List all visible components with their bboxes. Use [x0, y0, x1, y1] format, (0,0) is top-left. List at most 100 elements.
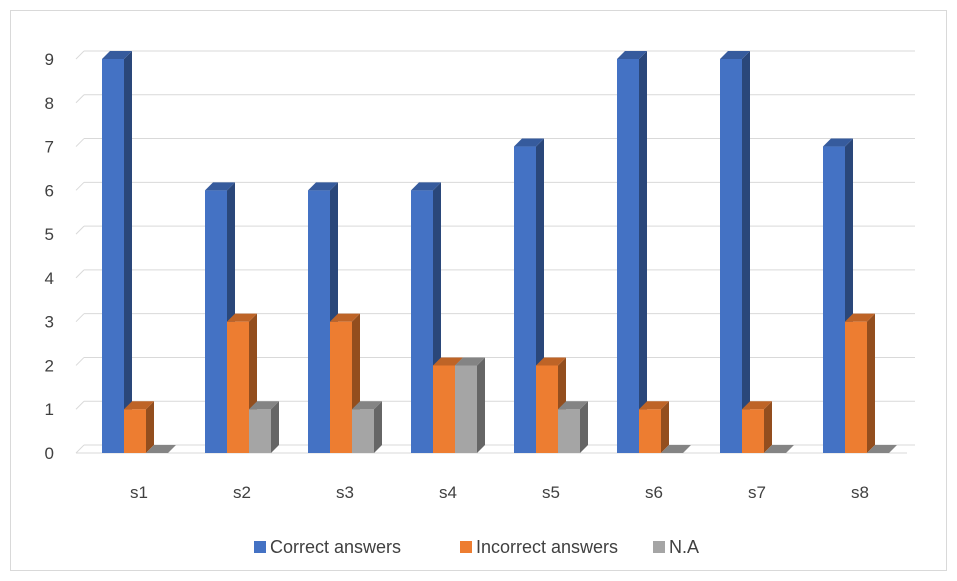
bar-front	[845, 321, 867, 453]
bar-front	[308, 190, 330, 454]
gridline-diagonal-4	[75, 269, 85, 279]
bar-top	[639, 401, 669, 410]
bar-s7-n-a	[764, 445, 794, 453]
bar-side	[661, 401, 669, 453]
bar-s6-incorrect-answers	[639, 401, 669, 453]
bar-top	[205, 182, 235, 191]
bar-s6-correct-answers	[617, 51, 647, 453]
bar-side	[124, 51, 132, 453]
bar-front	[823, 146, 845, 454]
bar-top	[514, 138, 544, 147]
bar-side	[742, 51, 750, 453]
y-tick-label-2: 2	[45, 356, 54, 375]
bar-top	[742, 401, 772, 410]
bar-s2-n-a	[249, 401, 279, 453]
bar-top	[433, 357, 463, 366]
legend-label-0: Correct answers	[270, 537, 401, 557]
bar-top	[352, 401, 382, 410]
bar-front	[455, 365, 477, 453]
bar-s1-correct-answers	[102, 51, 132, 453]
bar-side	[477, 357, 485, 453]
x-tick-label-s5: s5	[542, 483, 560, 502]
gridline-diagonal-7	[75, 138, 85, 147]
bar-front	[227, 321, 249, 453]
bar-top	[308, 182, 338, 191]
gridline-diagonal-3	[75, 313, 85, 323]
bar-top	[823, 138, 853, 147]
bar-s8-incorrect-answers	[845, 313, 875, 453]
x-tick-label-s2: s2	[233, 483, 251, 502]
bar-s4-n-a	[455, 357, 485, 453]
gridline-diagonal-8	[75, 94, 85, 104]
y-tick-label-9: 9	[45, 50, 54, 69]
bar-front	[617, 59, 639, 453]
bar-s5-n-a	[558, 401, 588, 453]
bar-top	[845, 313, 875, 322]
legend-label-2: N.A	[669, 537, 699, 557]
bar-front	[536, 365, 558, 453]
y-tick-label-8: 8	[45, 94, 54, 113]
y-tick-label-6: 6	[45, 181, 54, 200]
bar-top	[124, 401, 154, 410]
bar-front	[639, 409, 661, 453]
bar-side	[146, 401, 154, 453]
bar-front	[558, 409, 580, 453]
gridline-diagonal-9	[75, 50, 85, 60]
gridline-diagonal-0	[75, 444, 85, 454]
bar-top	[764, 445, 794, 453]
gridline-diagonal-5	[75, 225, 85, 235]
bar-side	[374, 401, 382, 453]
bar-side	[271, 401, 279, 453]
bar-s8-n-a	[867, 445, 897, 453]
legend-swatch-0	[254, 541, 266, 553]
bar-s7-incorrect-answers	[742, 401, 772, 453]
bar-front	[205, 190, 227, 454]
bar-top	[227, 313, 257, 322]
bar-side	[867, 313, 875, 453]
bar-side	[639, 51, 647, 453]
bar-top	[720, 51, 750, 59]
bar-front	[720, 59, 742, 453]
bar-top	[867, 445, 897, 453]
x-tick-label-s1: s1	[130, 483, 148, 502]
x-tick-label-s7: s7	[748, 483, 766, 502]
bar-s7-correct-answers	[720, 51, 750, 453]
bar-s6-n-a	[661, 445, 691, 453]
bar-s3-incorrect-answers	[330, 313, 360, 453]
bar-top	[617, 51, 647, 59]
bar-front	[433, 365, 455, 453]
x-axis-tick-labels: s1 s2 s3 s4 s5 s6 s7 s8	[130, 483, 869, 502]
bar-front	[411, 190, 433, 454]
bar-top	[558, 401, 588, 410]
bar-front	[102, 59, 124, 453]
y-tick-label-7: 7	[45, 138, 54, 157]
x-tick-label-s4: s4	[439, 483, 457, 502]
bar-front	[249, 409, 271, 453]
y-axis-tick-labels: 0 1 2 3 4 5 6 7 8 9	[45, 50, 54, 463]
bar-top	[536, 357, 566, 366]
bar-s1-incorrect-answers	[124, 401, 154, 453]
legend-label-1: Incorrect answers	[476, 537, 618, 557]
legend: Correct answers Incorrect answers N.A	[254, 537, 699, 557]
bar-front	[124, 409, 146, 453]
bar-side	[580, 401, 588, 453]
x-tick-label-s8: s8	[851, 483, 869, 502]
legend-swatch-2	[653, 541, 665, 553]
x-tick-label-s3: s3	[336, 483, 354, 502]
bar-front	[330, 321, 352, 453]
y-tick-label-0: 0	[45, 444, 54, 463]
bars	[102, 51, 897, 454]
bar-top	[249, 401, 279, 410]
legend-swatch-1	[460, 541, 472, 553]
bar-front	[352, 409, 374, 453]
bar-top	[102, 51, 132, 59]
y-tick-label-3: 3	[45, 313, 54, 332]
bar-side	[764, 401, 772, 453]
bar-top	[661, 445, 691, 453]
gridline-diagonal-1	[75, 400, 85, 410]
gridline-diagonal-2	[75, 357, 85, 366]
bar-top	[146, 445, 176, 453]
x-tick-label-s6: s6	[645, 483, 663, 502]
bar-front	[742, 409, 764, 453]
